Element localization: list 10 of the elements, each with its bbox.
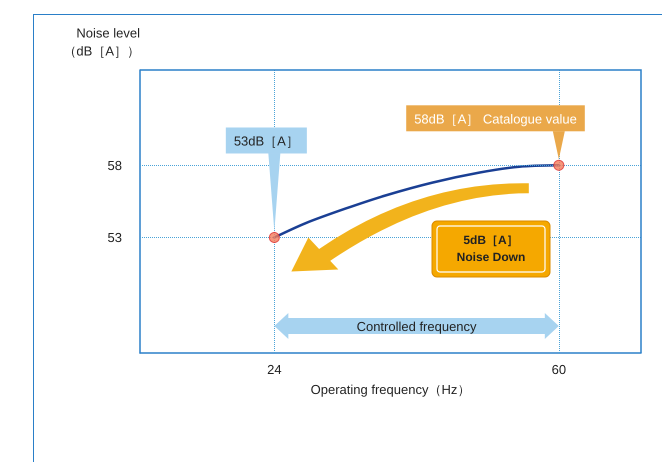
y-tick-label: 53 <box>108 230 122 245</box>
y-tick-label: 58 <box>108 158 122 173</box>
annotation: Controlled frequency <box>356 319 478 334</box>
annotation: 53dB［A］ <box>234 133 299 148</box>
annotation: 5dB［A］ Noise Down <box>456 233 526 264</box>
x-axis-title: Operating frequency（Hz） <box>310 382 470 397</box>
annotation: 58dB［A］ Catalogue value <box>414 111 577 126</box>
y-axis-title: Noise level （dB［A］） <box>63 26 140 58</box>
x-tick-label: 24 <box>267 362 282 377</box>
x-tick-label: 60 <box>552 362 566 377</box>
